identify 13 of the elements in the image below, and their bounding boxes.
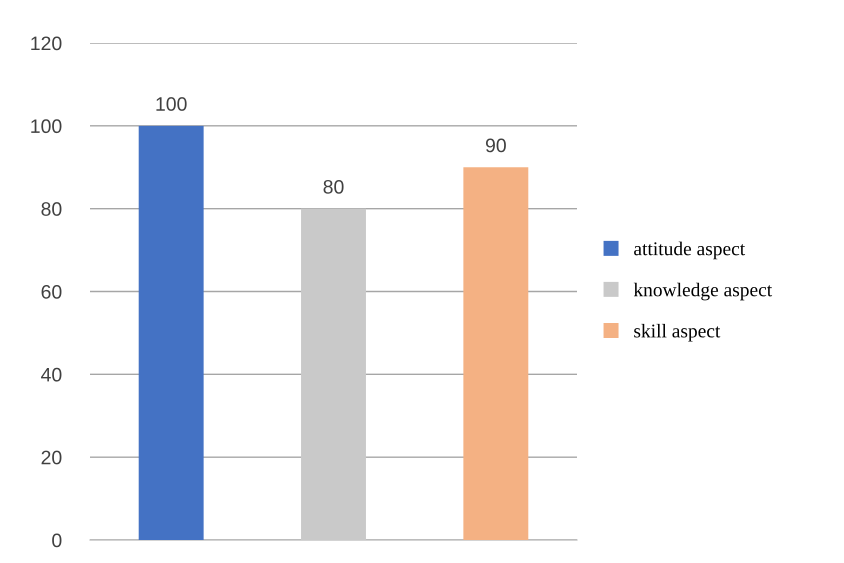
y-tick-label: 0 (52, 533, 62, 548)
y-tick-label: 20 (42, 450, 62, 464)
y-tick-label: 40 (41, 368, 62, 382)
legend-label: attitude aspect (634, 242, 746, 260)
y-tick-label: 80 (41, 202, 62, 216)
data-label: 100 (156, 97, 187, 111)
y-tick-label: 120 (31, 36, 62, 50)
data-label: 80 (324, 180, 344, 194)
legend-label: knowledge aspect (634, 282, 772, 300)
y-tick-label: 100 (31, 119, 62, 134)
y-tick-label: 60 (42, 284, 62, 299)
data-label: 90 (486, 138, 506, 152)
legend-label: skill aspect (634, 324, 720, 342)
